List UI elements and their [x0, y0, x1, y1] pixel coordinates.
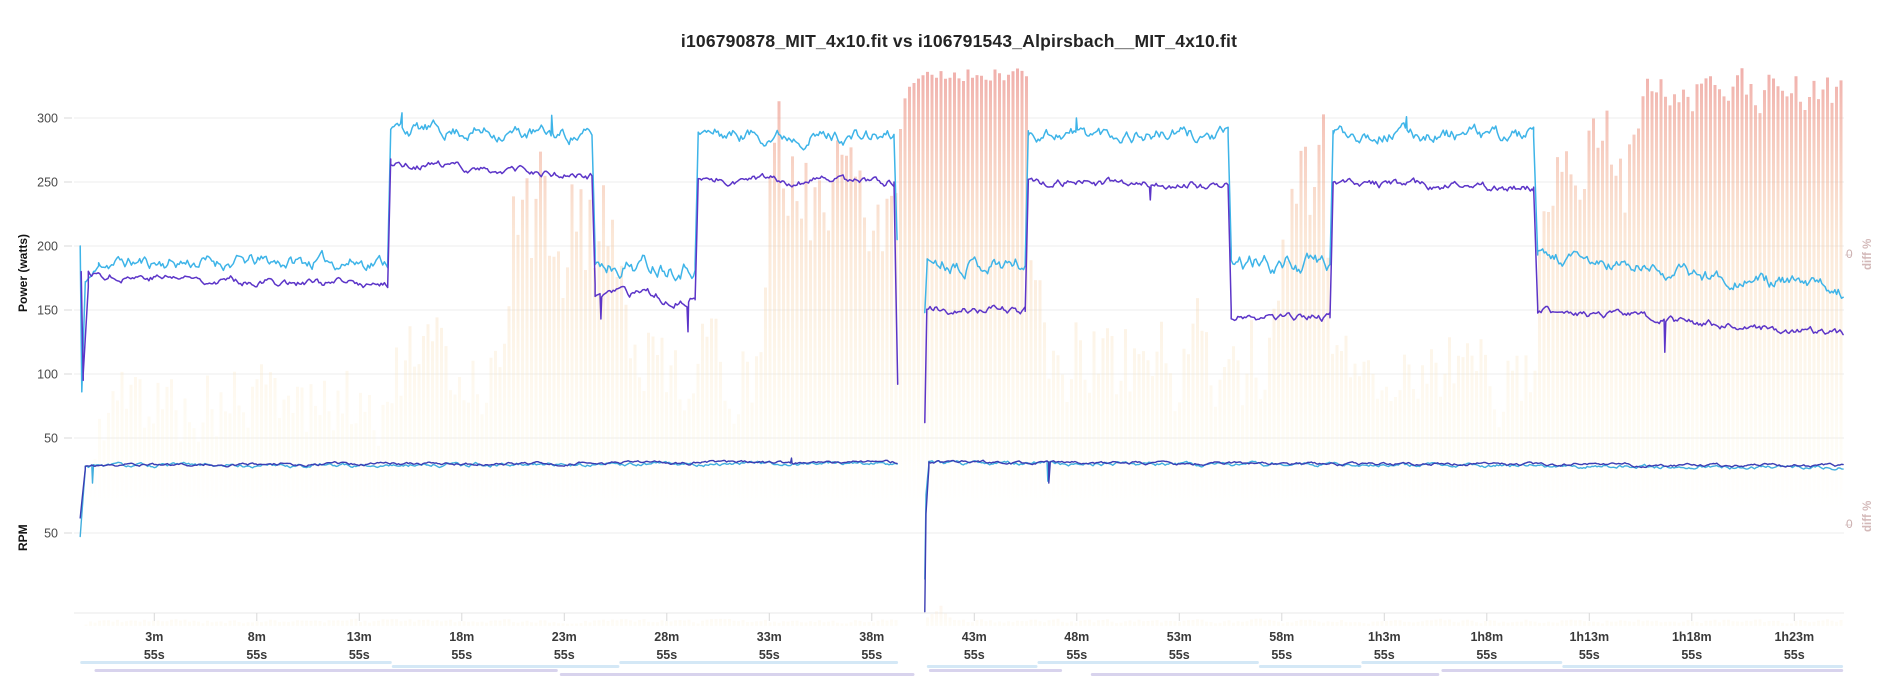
x-tick-label: 1h3m	[1368, 630, 1401, 644]
power-diff-axis-title: diff %	[1862, 238, 1874, 270]
power-series-cyan	[79, 112, 1844, 393]
x-tick-label: 28m	[654, 630, 679, 644]
x-tick-label: 58m	[1269, 630, 1294, 644]
power-tick-label: 50	[44, 432, 58, 446]
interval-strip-blue[interactable]	[80, 661, 392, 664]
x-tick-label: 48m	[1064, 630, 1089, 644]
power-line	[80, 158, 899, 385]
x-tick-sublabel: 55s	[554, 648, 575, 662]
x-tick-label: 33m	[757, 630, 782, 644]
x-tick-label: 23m	[552, 630, 577, 644]
power-tick-label: 150	[37, 304, 58, 318]
x-tick-label: 8m	[248, 630, 266, 644]
interval-strip-blue[interactable]	[1037, 661, 1259, 664]
x-tick-label: 38m	[859, 630, 884, 644]
interval-strip-blue[interactable]	[1258, 665, 1362, 668]
x-tick-label: 13m	[347, 630, 372, 644]
x-tick-sublabel: 55s	[144, 648, 165, 662]
power-diff-zero-tick: 0	[1846, 247, 1853, 261]
rpm-series-rpm_navy	[79, 457, 1844, 613]
interval-strip-blue[interactable]	[391, 665, 620, 668]
interval-strip-blue[interactable]	[1562, 665, 1844, 668]
power-series-purple	[80, 158, 1844, 424]
x-tick-sublabel: 55s	[759, 648, 780, 662]
rpm-line	[79, 457, 898, 519]
power-axis-title: Power (watts)	[16, 233, 30, 312]
rpm-axis-title: RPM	[16, 524, 30, 551]
rpm-line	[924, 459, 1844, 580]
interval-strip-blue[interactable]	[619, 661, 899, 664]
x-tick-sublabel: 55s	[861, 648, 882, 662]
x-tick-sublabel: 55s	[1066, 648, 1087, 662]
x-tick-label: 1h13m	[1569, 630, 1609, 644]
rpm-diff-axis-title: diff %	[1862, 500, 1874, 532]
x-tick-sublabel: 55s	[451, 648, 472, 662]
x-tick-label: 3m	[145, 630, 163, 644]
x-tick-label: 1h23m	[1774, 630, 1814, 644]
x-tick-label: 43m	[962, 630, 987, 644]
x-tick-sublabel: 55s	[1476, 648, 1497, 662]
rpm-diff-bars	[84, 605, 1843, 626]
interval-strip-blue[interactable]	[1361, 661, 1563, 664]
rpm-diff-zero-tick: 0	[1846, 517, 1853, 531]
x-tick-label: 53m	[1167, 630, 1192, 644]
power-line	[924, 115, 1844, 314]
power-diff-bars	[84, 68, 1843, 506]
x-tick-sublabel: 55s	[246, 648, 267, 662]
rpm-tick-label: 50	[44, 527, 58, 541]
interval-strip-blue[interactable]	[926, 665, 1038, 668]
x-tick-sublabel: 55s	[1169, 648, 1190, 662]
interval-strip-purple[interactable]	[1441, 669, 1844, 672]
x-tick-label: 1h18m	[1672, 630, 1712, 644]
interval-strip-purple[interactable]	[559, 673, 915, 676]
interval-strip-purple[interactable]	[1090, 673, 1440, 676]
page-title: i106790878_MIT_4x10.fit vs i106791543_Al…	[680, 31, 1238, 51]
power-tick-label: 200	[37, 240, 58, 254]
x-tick-sublabel: 55s	[1271, 648, 1292, 662]
power-line	[79, 112, 898, 393]
power-tick-label: 100	[37, 368, 58, 382]
x-tick-label: 18m	[449, 630, 474, 644]
x-tick-sublabel: 55s	[1579, 648, 1600, 662]
x-tick-sublabel: 55s	[656, 648, 677, 662]
x-tick-sublabel: 55s	[349, 648, 370, 662]
x-tick-sublabel: 55s	[1784, 648, 1805, 662]
power-tick-label: 300	[37, 112, 58, 126]
power-tick-label: 250	[37, 176, 58, 190]
rpm-line	[924, 459, 1844, 613]
x-tick-sublabel: 55s	[964, 648, 985, 662]
x-tick-sublabel: 55s	[1374, 648, 1395, 662]
power-line	[924, 176, 1844, 424]
interval-strip-purple[interactable]	[928, 669, 1063, 672]
x-tick-label: 1h8m	[1470, 630, 1503, 644]
x-tick-sublabel: 55s	[1681, 648, 1702, 662]
interval-strip-purple[interactable]	[94, 669, 558, 672]
